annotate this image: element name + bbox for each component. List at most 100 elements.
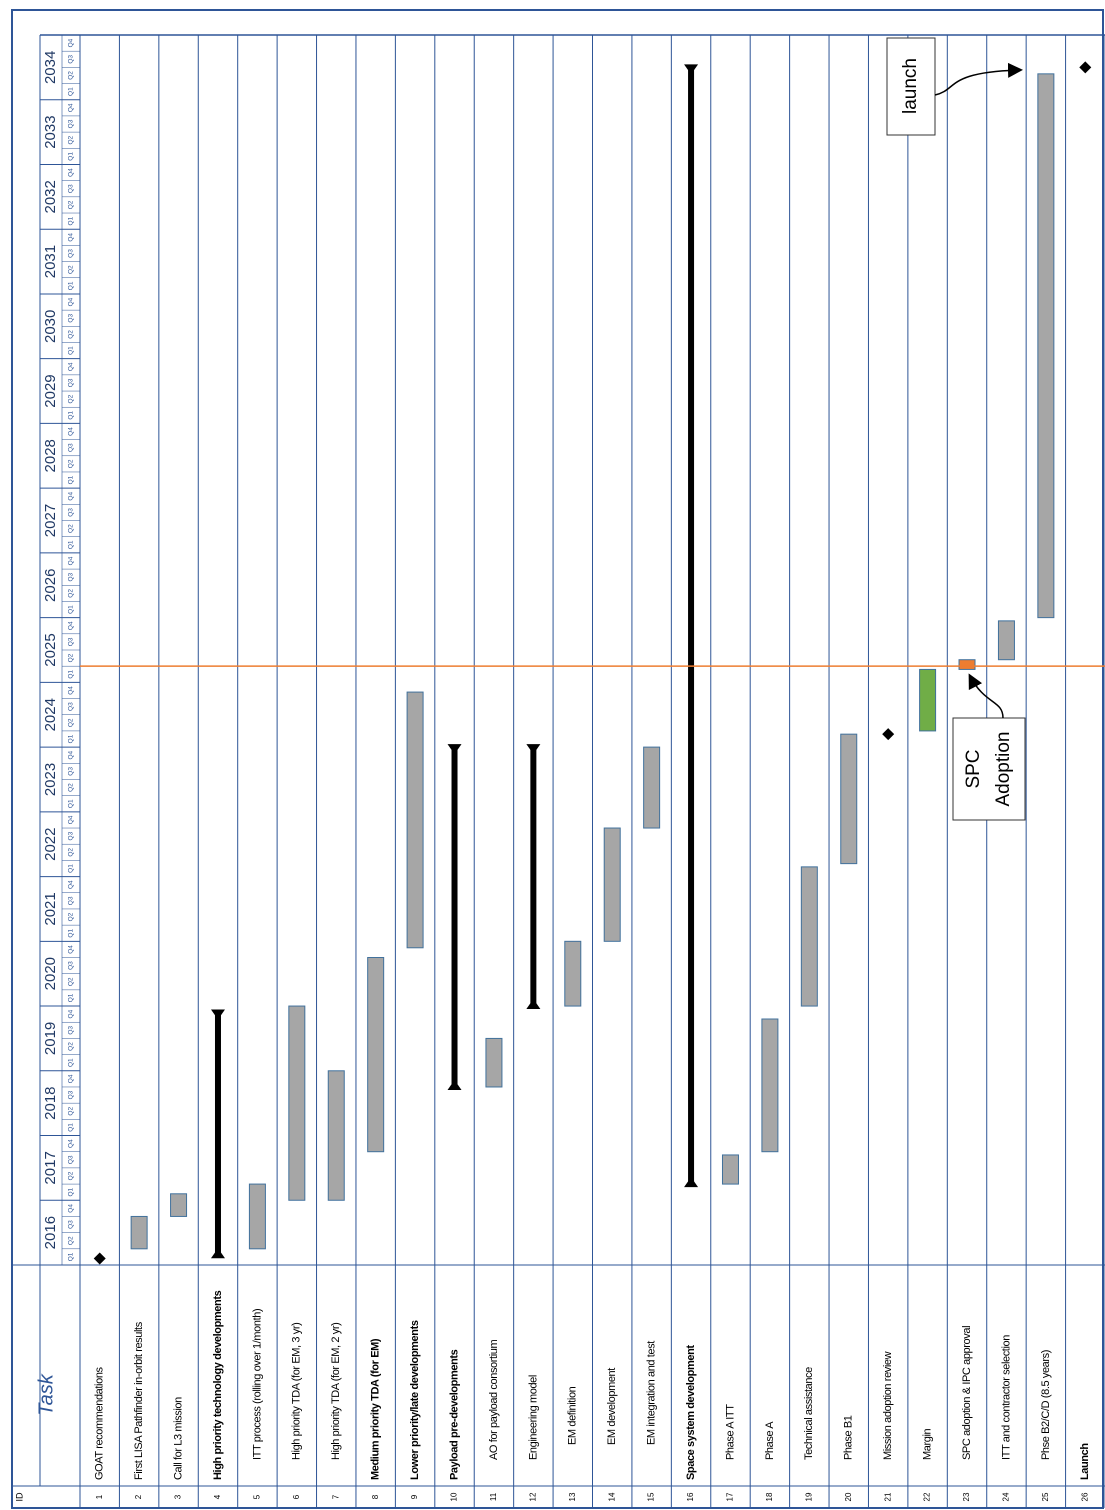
quarter-label: Q4 xyxy=(68,103,75,112)
quarter-label: Q2 xyxy=(68,977,75,986)
year-label: 2021 xyxy=(42,892,59,925)
task-id: 9 xyxy=(410,1494,419,1499)
year-label: 2024 xyxy=(42,698,59,731)
quarter-label: Q3 xyxy=(68,314,75,323)
quarter-label: Q3 xyxy=(68,572,75,581)
task-name: Mission adoption review xyxy=(882,1351,894,1460)
quarter-label: Q4 xyxy=(68,1204,75,1213)
task-name: Medium priority TDA (for EM) xyxy=(370,1338,382,1480)
task-id: 26 xyxy=(1080,1492,1089,1501)
quarter-label: Q1 xyxy=(68,281,75,290)
task-id: 6 xyxy=(292,1494,301,1499)
task-bar xyxy=(367,957,385,1153)
quarter-label: Q4 xyxy=(68,556,75,565)
task-bar xyxy=(800,866,818,1007)
year-label: 2028 xyxy=(42,439,59,472)
year-label: 2030 xyxy=(42,310,59,343)
quarter-label: Q1 xyxy=(68,87,75,96)
quarter-label: Q4 xyxy=(68,362,75,371)
task-bar xyxy=(564,940,582,1007)
task-id: 2 xyxy=(134,1494,143,1499)
quarter-label: Q3 xyxy=(68,378,75,387)
quarter-label: Q4 xyxy=(68,1009,75,1018)
quarter-label: Q4 xyxy=(68,815,75,824)
quarter-label: Q2 xyxy=(68,589,75,598)
quarter-label: Q1 xyxy=(68,929,75,938)
task-id: 11 xyxy=(489,1492,498,1501)
task-name: High priority TDA (for EM, 2 yr) xyxy=(330,1323,342,1460)
task-id: 10 xyxy=(450,1492,459,1501)
year-label: 2034 xyxy=(42,51,59,84)
task-name: High priority technology developments xyxy=(212,1290,224,1480)
quarter-label: Q1 xyxy=(68,670,75,679)
quarter-label: Q2 xyxy=(68,848,75,857)
task-name: Phase A ITT xyxy=(724,1404,736,1460)
task-name: Phase A xyxy=(764,1421,776,1460)
quarter-label: Q1 xyxy=(68,1058,75,1067)
task-bar xyxy=(721,1154,739,1185)
quarter-label: Q4 xyxy=(68,880,75,889)
milestone xyxy=(1079,61,1092,74)
callout-box xyxy=(886,37,936,136)
quarter-label: Q3 xyxy=(68,1220,75,1229)
task-name: Engineering model xyxy=(527,1375,539,1460)
quarter-label: Q4 xyxy=(68,492,75,501)
task-name: First LISA Pathfinder in-orbit results xyxy=(133,1321,145,1480)
summary-bar xyxy=(688,67,695,1185)
year-label: 2016 xyxy=(42,1216,59,1249)
frame xyxy=(11,9,1104,1509)
task-id: 22 xyxy=(923,1492,932,1501)
summary-cap xyxy=(447,744,462,755)
quarter-label: Q1 xyxy=(68,1252,75,1261)
summary-cap xyxy=(526,999,541,1010)
task-name: ITT and contractor selection xyxy=(1000,1335,1012,1460)
quarter-label: Q3 xyxy=(68,1155,75,1164)
quarter-label: Q3 xyxy=(68,831,75,840)
task-bar xyxy=(958,659,976,670)
quarter-label: Q3 xyxy=(68,443,75,452)
task-id: 12 xyxy=(528,1492,537,1501)
task-bar xyxy=(248,1183,266,1250)
year-label: 2022 xyxy=(42,828,59,861)
quarter-label: Q2 xyxy=(68,71,75,80)
milestone xyxy=(882,728,895,741)
task-name: Phase B1 xyxy=(843,1415,855,1460)
summary-cap xyxy=(447,1079,462,1090)
task-id: 19 xyxy=(804,1492,813,1501)
task-bar xyxy=(761,1018,779,1153)
id-header: ID xyxy=(14,1492,24,1502)
quarter-label: Q2 xyxy=(68,1107,75,1116)
task-name: Space system development xyxy=(685,1345,697,1480)
task-bar xyxy=(997,620,1015,661)
task-id: 5 xyxy=(253,1494,262,1499)
task-name: EM definition xyxy=(567,1386,579,1445)
quarter-label: Q2 xyxy=(68,1236,75,1245)
quarter-label: Q1 xyxy=(68,1187,75,1196)
quarter-label: Q4 xyxy=(68,38,75,47)
year-label: 2031 xyxy=(42,245,59,278)
year-label: 2033 xyxy=(42,115,59,148)
quarter-label: Q2 xyxy=(68,718,75,727)
quarter-label: Q3 xyxy=(68,508,75,517)
task-bar xyxy=(327,1070,345,1201)
callout-arrow xyxy=(934,62,1023,96)
year-label: 2027 xyxy=(42,504,59,537)
quarter-label: Q2 xyxy=(68,265,75,274)
task-name: Call for L3 mission xyxy=(172,1397,184,1480)
quarter-label: Q2 xyxy=(68,459,75,468)
task-name: Phse B2/C/D (8.5 years) xyxy=(1040,1350,1052,1460)
quarter-label: Q3 xyxy=(68,55,75,64)
year-label: 2026 xyxy=(42,569,59,602)
quarter-label: Q3 xyxy=(68,119,75,128)
quarter-label: Q4 xyxy=(68,233,75,242)
quarter-label: Q2 xyxy=(68,912,75,921)
quarter-label: Q2 xyxy=(68,524,75,533)
quarter-label: Q4 xyxy=(68,1139,75,1148)
task-bar xyxy=(170,1193,188,1217)
task-name: SPC adoption & IPC approval xyxy=(961,1326,973,1460)
quarter-label: Q1 xyxy=(68,411,75,420)
summary-cap xyxy=(210,1248,225,1259)
year-label: 2023 xyxy=(42,763,59,796)
task-id: 20 xyxy=(844,1492,853,1501)
